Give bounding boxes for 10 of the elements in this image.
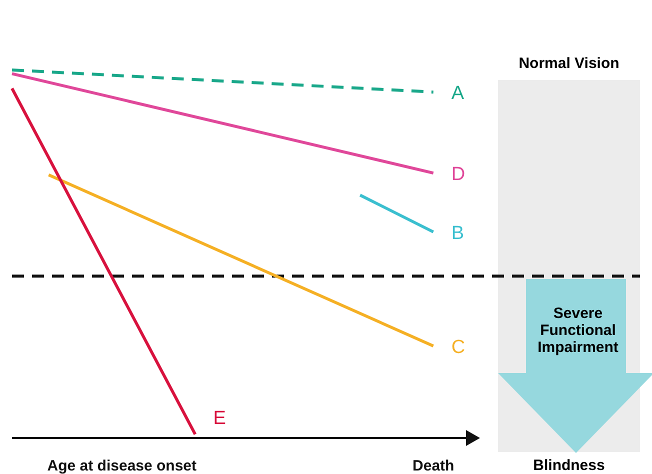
text: Blindness: [532, 457, 606, 474]
x-tick-label: Age at disease onset: [47, 458, 197, 474]
series-label: A: [451, 83, 464, 104]
series-label: E: [213, 408, 226, 429]
series-label: B: [451, 222, 464, 244]
text: Normal Vision: [518, 55, 620, 72]
text: Severe Functional Impairment: [536, 305, 620, 356]
series-label: C: [451, 336, 466, 358]
series-label: D: [451, 164, 466, 186]
x-tick-label: Death: [412, 458, 454, 474]
